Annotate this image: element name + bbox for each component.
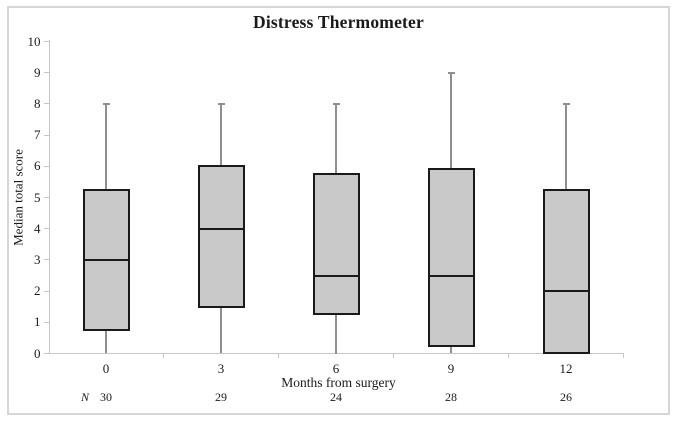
x-axis-tick bbox=[277, 353, 280, 358]
y-axis-tick-label: 10 bbox=[27, 33, 41, 49]
box-rect bbox=[197, 165, 245, 308]
x-axis-tick-label: 9 bbox=[447, 361, 455, 376]
x-axis-tick-label: 0 bbox=[102, 361, 110, 376]
y-axis-tick-label: 2 bbox=[34, 283, 41, 299]
y-axis-tick bbox=[44, 134, 49, 136]
median-line bbox=[82, 258, 130, 261]
x-axis-tick bbox=[162, 353, 165, 358]
x-axis-tick bbox=[622, 353, 625, 358]
y-axis-tick-label: 6 bbox=[34, 158, 41, 174]
x-axis-title: Months from surgery bbox=[281, 375, 396, 390]
y-axis-line bbox=[48, 40, 51, 355]
y-axis-tick bbox=[44, 40, 49, 43]
y-axis-tick bbox=[44, 290, 49, 292]
y-axis-tick-label: 8 bbox=[34, 95, 41, 111]
y-axis-tick-label: 4 bbox=[34, 220, 41, 236]
y-axis-tick bbox=[44, 321, 49, 323]
x-axis-tick-label: 3 bbox=[217, 361, 225, 376]
box-rect bbox=[312, 173, 360, 316]
y-axis-tick bbox=[44, 72, 49, 74]
whisker-cap-upper bbox=[102, 103, 110, 105]
chart-title: Distress Thermometer bbox=[252, 12, 424, 32]
box-rect bbox=[427, 168, 475, 347]
median-line bbox=[197, 227, 245, 230]
median-line bbox=[312, 274, 360, 277]
whisker-cap-upper bbox=[332, 103, 340, 105]
whisker-upper bbox=[565, 103, 567, 190]
whisker-cap-upper bbox=[562, 103, 570, 105]
y-axis-tick-label: 1 bbox=[34, 314, 41, 330]
y-axis-tick bbox=[44, 196, 49, 199]
median-line bbox=[542, 290, 590, 293]
n-value: 30 bbox=[100, 390, 112, 404]
whisker-upper bbox=[105, 103, 107, 190]
whisker-upper bbox=[450, 72, 452, 170]
x-axis-tick bbox=[507, 353, 510, 358]
whisker-lower bbox=[105, 330, 107, 354]
y-axis-tick bbox=[44, 259, 49, 261]
n-row-label: N bbox=[80, 390, 89, 404]
box-rect bbox=[542, 188, 590, 355]
whisker-upper bbox=[220, 103, 222, 167]
y-axis-tick-label: 5 bbox=[34, 189, 41, 205]
n-value: 28 bbox=[445, 390, 457, 404]
y-axis-tick-label: 7 bbox=[34, 127, 41, 143]
whisker-upper bbox=[335, 103, 337, 175]
y-axis-tick bbox=[44, 228, 49, 230]
n-value: 29 bbox=[215, 390, 227, 404]
whisker-lower bbox=[450, 345, 452, 354]
x-axis-tick bbox=[392, 353, 395, 358]
median-line bbox=[427, 274, 475, 277]
whisker-cap-upper bbox=[447, 72, 455, 74]
whisker-lower bbox=[220, 306, 222, 354]
whisker-cap-upper bbox=[217, 103, 225, 105]
x-axis-tick-label: 12 bbox=[559, 361, 573, 376]
n-value: 26 bbox=[560, 390, 572, 404]
y-axis-tick-label: 0 bbox=[34, 345, 41, 361]
whisker-lower bbox=[335, 314, 337, 354]
x-axis-tick-label: 6 bbox=[332, 361, 340, 376]
y-axis-tick bbox=[44, 103, 49, 105]
y-axis-tick-label: 9 bbox=[34, 64, 41, 80]
y-axis-tick-label: 3 bbox=[34, 251, 41, 267]
n-value: 24 bbox=[330, 390, 342, 404]
y-axis-tick bbox=[44, 165, 49, 167]
y-axis-tick bbox=[44, 352, 49, 355]
